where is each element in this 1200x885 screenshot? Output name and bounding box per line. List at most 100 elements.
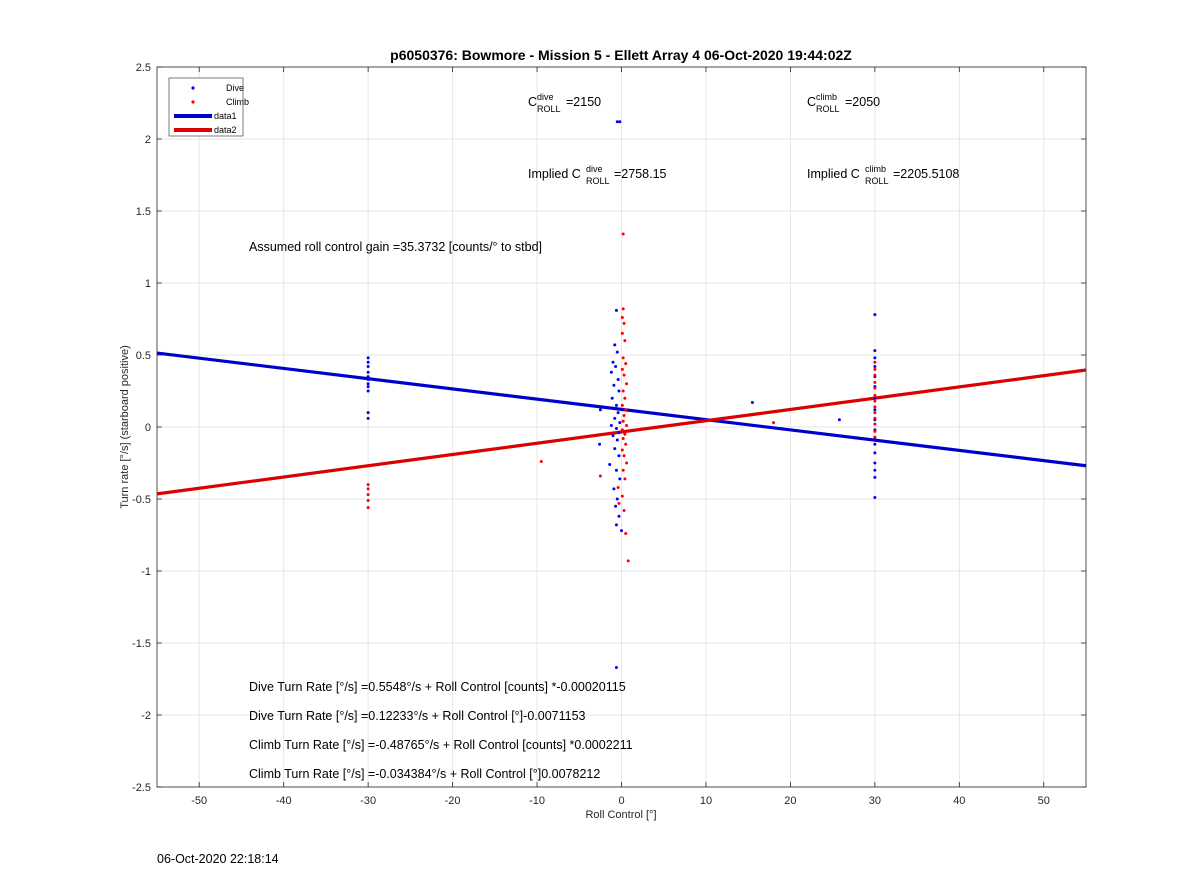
climb-point [621,356,625,360]
x-tick-label: 50 [1038,795,1050,807]
climb-point [625,382,629,386]
climb-point [620,428,624,432]
climb-point [625,461,629,465]
climb-point [366,487,370,491]
climb-point [620,494,624,498]
dive-point [873,451,877,455]
climb-point [873,360,877,364]
dive-point [366,370,370,374]
dive-point [366,365,370,369]
x-tick-label: -20 [445,795,461,807]
legend-box [168,77,244,137]
climb-point [621,419,625,423]
climb-point [624,442,628,446]
climb-point [873,380,877,384]
implied-dive-value: =2758.15 [614,167,667,181]
y-tick-label: 1 [145,278,151,290]
dive-point [612,383,616,387]
y-tick-label: -1 [141,566,151,578]
dive-point [617,431,621,435]
dive-point [837,418,841,422]
climb-point [621,232,625,236]
dive-point [366,356,370,360]
dive-point [617,514,621,518]
data-points [366,120,877,669]
implied-dive-sub: ROLL [586,176,610,186]
climb-point [772,421,776,425]
climb-point [621,468,625,472]
implied-climb-sup: climb [865,164,886,174]
climb-point [625,424,629,428]
climb-point [873,422,877,426]
legend-climb-label: Climb [226,97,249,107]
dive-point [873,365,877,369]
climb-point [366,483,370,487]
y-tick-label: 2 [145,134,151,146]
y-tick-label: -0.5 [132,494,151,506]
dive-point [366,416,370,420]
climb-point [623,339,627,343]
climb-point [624,362,628,366]
dive-point [614,523,618,527]
c-climb-annotation: C climb ROLL =2050 [807,92,880,114]
fit-lines [156,351,1087,496]
dive-point [615,438,619,442]
climb-point [598,474,602,478]
legend-dive-marker [191,86,195,90]
dive-point [616,411,620,415]
implied-dive-sup: dive [586,164,603,174]
dive-point [615,350,619,354]
dive-point [873,313,877,317]
dive-degrees-equation: Dive Turn Rate [°/s] =0.12233°/s + Roll … [249,709,586,723]
climb-point [626,559,630,563]
dive-point [616,377,620,381]
dive-point [615,497,619,501]
gain-annotation: Assumed roll control gain =35.3732 [coun… [249,240,542,254]
y-tick-label: -2 [141,710,151,722]
y-tick-label: 0 [145,422,151,434]
dive-point [614,403,618,407]
y-tick-label: 1.5 [136,206,151,218]
dive-point [873,396,877,400]
x-tick-label: -10 [529,795,545,807]
implied-climb-sub: ROLL [865,176,889,186]
c-climb-letter: C [807,95,816,109]
climb-point [873,411,877,415]
dive-point [613,416,617,420]
x-tick-label: -40 [276,795,292,807]
dive-point [618,421,622,425]
climb-point [624,408,628,412]
climb-degrees-equation: Climb Turn Rate [°/s] =-0.034384°/s + Ro… [249,767,600,781]
dive-point [613,343,617,347]
climb-point [621,307,625,311]
c-dive-annotation: C dive ROLL =2150 [528,92,601,114]
dive-point [873,356,877,360]
x-axis-label: Roll Control [°] [585,809,656,821]
y-axis-label: Turn rate [°/s] (starboard positive) [119,345,131,509]
legend-data2-label: data2 [214,125,237,135]
y-tick-label: 0.5 [136,350,151,362]
dive-point [873,442,877,446]
dive-point [873,408,877,412]
dive-point [618,120,622,124]
climb-point [616,485,620,489]
climb-point [617,501,621,505]
x-tick-label: 30 [869,795,881,807]
dive-point [614,504,618,508]
dive-point [614,665,618,669]
dive-point [617,454,621,458]
dive-point [598,442,602,446]
dive-point [620,529,623,533]
climb-point [873,367,877,371]
x-axis-ticks: -50 -40 -30 -20 -10 0 10 20 30 40 50 [191,67,1050,807]
y-axis-ticks: -2.5 -2 -1.5 -1 -0.5 0 0.5 1 1.5 2 2.5 [132,62,1086,794]
climb-counts-equation: Climb Turn Rate [°/s] =-0.48765°/s + Rol… [249,738,633,752]
dive-point [366,377,370,381]
dive-point [612,487,616,491]
dive-point [617,389,621,393]
implied-climb-value: =2205.5108 [893,167,959,181]
c-climb-sup: climb [816,92,837,102]
dive-point [614,365,618,369]
x-tick-label: 20 [784,795,796,807]
climb-point [622,321,626,325]
